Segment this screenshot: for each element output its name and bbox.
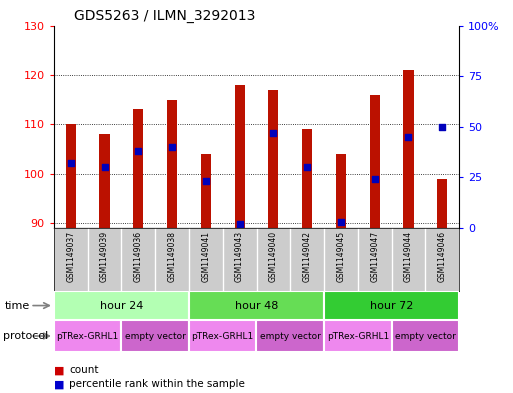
- Text: hour 24: hour 24: [100, 301, 143, 310]
- Text: GSM1149038: GSM1149038: [168, 231, 176, 282]
- Text: time: time: [5, 301, 30, 310]
- Text: GSM1149043: GSM1149043: [235, 231, 244, 282]
- Point: [303, 164, 311, 171]
- Bar: [437, 178, 447, 228]
- Bar: [167, 99, 177, 228]
- Text: count: count: [69, 365, 99, 375]
- Text: protocol: protocol: [3, 331, 48, 341]
- Bar: [189, 291, 324, 320]
- Text: GSM1149047: GSM1149047: [370, 231, 379, 282]
- Bar: [133, 110, 143, 228]
- Text: GSM1149044: GSM1149044: [404, 231, 413, 282]
- Point: [269, 130, 278, 136]
- Bar: [403, 70, 413, 228]
- Bar: [122, 320, 189, 352]
- Bar: [256, 320, 324, 352]
- Point: [134, 148, 143, 154]
- Text: GSM1149036: GSM1149036: [134, 231, 143, 282]
- Text: pTRex-GRHL1: pTRex-GRHL1: [327, 332, 389, 340]
- Text: empty vector: empty vector: [260, 332, 321, 340]
- Bar: [234, 85, 245, 228]
- Text: GDS5263 / ILMN_3292013: GDS5263 / ILMN_3292013: [74, 9, 255, 23]
- Text: GSM1149040: GSM1149040: [269, 231, 278, 282]
- Bar: [370, 95, 380, 228]
- Text: GSM1149041: GSM1149041: [201, 231, 210, 282]
- Text: percentile rank within the sample: percentile rank within the sample: [69, 379, 245, 389]
- Text: GSM1149045: GSM1149045: [337, 231, 345, 282]
- Text: GSM1149042: GSM1149042: [303, 231, 312, 282]
- Bar: [302, 129, 312, 228]
- Text: empty vector: empty vector: [125, 332, 186, 340]
- Text: hour 72: hour 72: [370, 301, 413, 310]
- Bar: [268, 90, 279, 228]
- Text: pTRex-GRHL1: pTRex-GRHL1: [56, 332, 119, 340]
- Bar: [324, 291, 459, 320]
- Bar: [100, 134, 110, 228]
- Bar: [201, 154, 211, 228]
- Bar: [324, 320, 391, 352]
- Text: hour 48: hour 48: [235, 301, 278, 310]
- Text: empty vector: empty vector: [395, 332, 456, 340]
- Text: pTRex-GRHL1: pTRex-GRHL1: [191, 332, 254, 340]
- Point: [101, 164, 109, 171]
- Text: ■: ■: [54, 379, 64, 389]
- Point: [370, 176, 379, 182]
- Bar: [189, 320, 256, 352]
- Text: GSM1149037: GSM1149037: [66, 231, 75, 282]
- Text: GSM1149046: GSM1149046: [438, 231, 447, 282]
- Point: [404, 134, 412, 140]
- Point: [337, 219, 345, 225]
- Point: [168, 144, 176, 150]
- Bar: [54, 291, 189, 320]
- Bar: [336, 154, 346, 228]
- Point: [438, 123, 446, 130]
- Bar: [54, 320, 122, 352]
- Bar: [66, 124, 76, 228]
- Point: [202, 178, 210, 185]
- Text: GSM1149039: GSM1149039: [100, 231, 109, 282]
- Point: [67, 160, 75, 166]
- Bar: [391, 320, 459, 352]
- Text: ■: ■: [54, 365, 64, 375]
- Point: [235, 221, 244, 227]
